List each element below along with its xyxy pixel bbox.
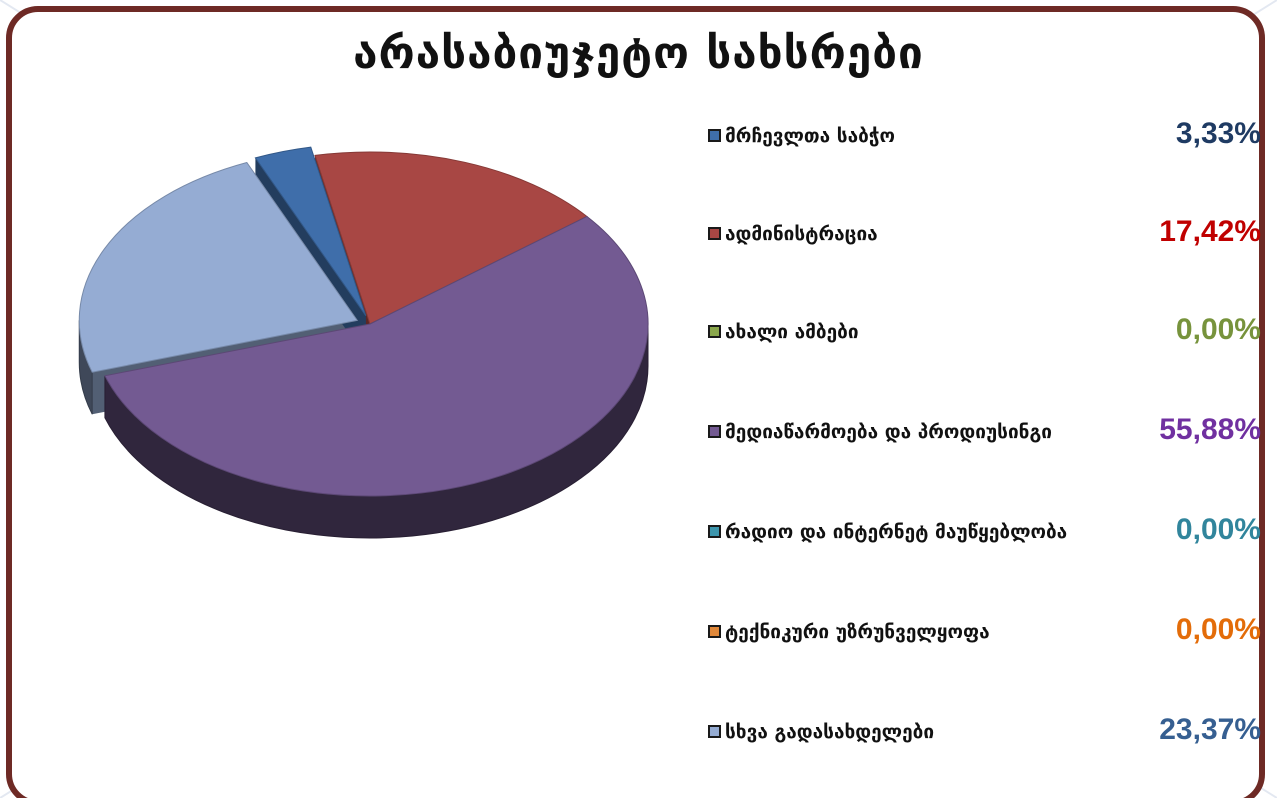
data-label: 55,88% [1159,413,1261,446]
legend-item: ახალი ამბები 0,00% [705,313,1265,353]
data-label: 3,33% [1175,117,1261,150]
data-label: 23,37% [1159,713,1261,746]
legend-item: რადიო და ინტერნეტ მაუწყებლობა 0,00% [705,513,1265,553]
legend-swatch [708,325,721,338]
pie-slice-0 [254,146,367,317]
legend-item: ტექნიკური უზრუნველყოფა 0,00% [705,613,1265,653]
chart-legend: მრჩევლთა საბჭო 3,33% ადმინისტრაცია 17,42% ახ… [705,0,1265,798]
legend-swatch [708,525,721,538]
legend-item: მედიაწარმოება და პროდიუსინგი 55,88% [705,413,1265,453]
legend-label: მედიაწარმოება და პროდიუსინგი [725,421,1052,443]
legend-label: ახალი ამბები [725,321,859,343]
pie-chart [78,146,649,539]
pie-slice-6 [78,161,359,373]
data-label: 0,00% [1175,613,1261,646]
legend-item: ადმინისტრაცია 17,42% [705,215,1265,255]
legend-label: ტექნიკური უზრუნველყოფა [725,621,990,643]
legend-item: მრჩევლთა საბჭო 3,33% [705,117,1265,157]
data-label: 0,00% [1175,513,1261,546]
legend-label: ადმინისტრაცია [725,223,878,245]
data-label: 17,42% [1159,215,1261,248]
chart-title: არასაბიუჯეტო სახსრები [353,28,924,79]
legend-swatch [708,425,721,438]
legend-label: რადიო და ინტერნეტ მაუწყებლობა [725,521,1068,543]
legend-swatch [708,725,721,738]
legend-label: სხვა გადასახდელები [725,721,935,743]
pie-slice-3 [104,215,649,497]
legend-swatch [708,227,721,240]
legend-swatch [708,625,721,638]
pie-slice-1 [314,151,588,325]
data-label: 0,00% [1175,313,1261,346]
legend-item: სხვა გადასახდელები 23,37% [705,713,1265,753]
legend-label: მრჩევლთა საბჭო [725,125,896,147]
legend-swatch [708,129,721,142]
